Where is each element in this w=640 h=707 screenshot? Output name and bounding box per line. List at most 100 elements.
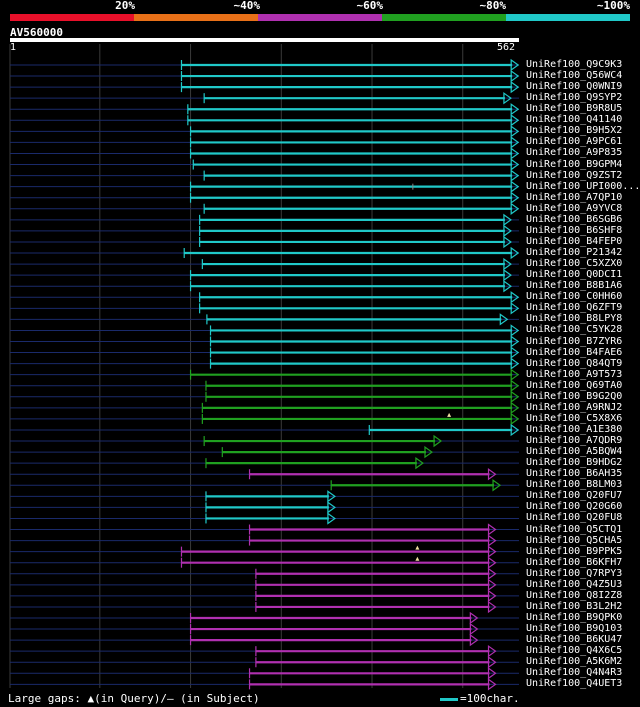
hit-arrowhead (415, 456, 424, 470)
hit-label[interactable]: UniRef100_C0HH60 (526, 291, 623, 303)
hit-arrowhead (487, 600, 497, 614)
hit-arrowhead (510, 379, 520, 392)
hit-label[interactable]: UniRef100_B6AH35 (526, 468, 623, 480)
legend-segment (134, 14, 258, 21)
hit-label[interactable]: UniRef100_B7ZYR6 (526, 335, 623, 347)
hit-label[interactable]: UniRef100_Q56WC4 (526, 70, 623, 82)
hit-label[interactable]: UniRef100_Q4Z5U3 (526, 578, 623, 590)
hit-label[interactable]: UniRef100_A5BQW4 (526, 446, 623, 458)
hit-arrowhead (510, 191, 520, 204)
hit-label[interactable]: UniRef100_Q9ZST2 (526, 169, 623, 181)
hit-label[interactable]: UniRef100_B6KU47 (526, 634, 623, 646)
hit-label[interactable]: UniRef100_B8B1A6 (526, 280, 623, 292)
hit-arrowhead (510, 423, 520, 437)
hit-arrowhead (487, 589, 497, 603)
legend-label: ~100% (596, 0, 630, 12)
hit-arrowhead (487, 534, 497, 547)
hit-label[interactable]: UniRef100_Q0WNI9 (526, 81, 623, 93)
hit-label[interactable]: UniRef100_B6KFH7 (526, 556, 623, 568)
hit-arrowhead (510, 346, 520, 359)
hit-arrowhead (487, 567, 497, 580)
hit-label[interactable]: UniRef100_Q20G60 (526, 501, 623, 513)
hit-label[interactable]: UniRef100_B9PPK5 (526, 545, 623, 557)
hit-label[interactable]: UniRef100_B3L2H2 (526, 600, 623, 612)
hit-label[interactable]: UniRef100_Q20FU7 (526, 490, 623, 502)
hit-label[interactable]: UniRef100_B4FAE6 (526, 346, 623, 358)
hit-label[interactable]: UniRef100_Q9SYP2 (526, 92, 623, 104)
hit-label[interactable]: UniRef100_Q9C9K3 (526, 59, 623, 70)
hit-label[interactable]: UniRef100_Q4N4R3 (526, 667, 623, 679)
hit-label[interactable]: UniRef100_Q41140 (526, 114, 623, 126)
hit-label[interactable]: UniRef100_A1E380 (526, 423, 623, 435)
query-gap-marker (415, 545, 420, 550)
hit-arrowhead (510, 147, 520, 160)
legend-segment (382, 14, 506, 21)
legend-segment (258, 14, 382, 21)
hit-label[interactable]: UniRef100_B9HDG2 (526, 457, 623, 469)
hit-arrowhead (503, 224, 512, 238)
hit-label[interactable]: UniRef100_B8LPY8 (526, 313, 623, 325)
query-end-label: 562 (497, 42, 516, 53)
hit-label[interactable]: UniRef100_Q4X6C5 (526, 645, 623, 657)
hit-arrowhead (510, 412, 520, 426)
scale-legend: =100char. (440, 692, 520, 705)
legend-label: ~40% (233, 0, 261, 12)
hit-arrowhead (510, 69, 520, 83)
hit-label[interactable]: UniRef100_B9H5X2 (526, 125, 623, 137)
hit-arrowhead (510, 302, 520, 315)
hit-arrowhead (327, 490, 336, 503)
hit-arrowhead (510, 202, 520, 215)
hit-label[interactable]: UniRef100_B9GPM4 (526, 158, 623, 170)
legend-segment (506, 14, 630, 21)
hit-arrowhead (503, 257, 512, 271)
hit-arrowhead (510, 103, 520, 116)
query-name: AV560000 (10, 26, 63, 39)
hit-label[interactable]: UniRef100_UPI000... (526, 180, 640, 192)
hit-label[interactable]: UniRef100_A9T573 (526, 368, 623, 380)
hit-label[interactable]: UniRef100_B4FEP0 (526, 235, 623, 247)
hit-arrowhead (327, 501, 336, 514)
hit-label[interactable]: UniRef100_A9P835 (526, 147, 623, 159)
hit-arrowhead (510, 357, 520, 370)
hit-label[interactable]: UniRef100_Q0DCI1 (526, 269, 623, 281)
hit-label[interactable]: UniRef100_B6SGB6 (526, 213, 623, 225)
hit-label[interactable]: UniRef100_B8LM03 (526, 479, 623, 491)
hit-label[interactable]: UniRef100_Q8I2Z8 (526, 589, 623, 601)
hit-arrowhead (469, 633, 479, 647)
hit-label[interactable]: UniRef100_Q84QT9 (526, 357, 623, 369)
scale-text: =100char. (460, 692, 520, 705)
hit-label[interactable]: UniRef100_A5K6M2 (526, 656, 623, 668)
hit-label[interactable]: UniRef100_A9PC61 (526, 136, 623, 148)
hit-label[interactable]: UniRef100_Q20FU8 (526, 512, 623, 524)
hit-arrowhead (503, 235, 512, 249)
hit-label[interactable]: UniRef100_B9R8U5 (526, 103, 623, 115)
hit-arrowhead (510, 114, 520, 127)
hit-label[interactable]: UniRef100_B9QPK0 (526, 612, 623, 623)
hit-label[interactable]: UniRef100_C5XZX0 (526, 258, 623, 270)
hit-arrowhead (469, 622, 479, 636)
hit-label[interactable]: UniRef100_A9YVC8 (526, 202, 623, 214)
hit-arrowhead (510, 180, 520, 193)
query-sequence-bar (10, 38, 519, 42)
hit-arrowhead (510, 80, 520, 94)
hit-label[interactable]: UniRef100_Q6ZFT9 (526, 302, 623, 314)
hit-label[interactable]: UniRef100_Q4UET3 (526, 678, 623, 690)
hit-arrowhead (510, 401, 520, 415)
hit-label[interactable]: UniRef100_A7QDR9 (526, 435, 623, 447)
hit-label[interactable]: UniRef100_B9G2Q0 (526, 390, 623, 402)
hit-label[interactable]: UniRef100_Q5CHA5 (526, 534, 623, 546)
hit-label[interactable]: UniRef100_A9RNJ2 (526, 401, 623, 413)
hit-label[interactable]: UniRef100_Q69TA0 (526, 379, 623, 391)
hit-arrowhead (510, 335, 520, 348)
hit-label[interactable]: UniRef100_A7QP10 (526, 191, 623, 203)
hit-label[interactable]: UniRef100_P21342 (526, 247, 623, 259)
hit-label[interactable]: UniRef100_B9Q103 (526, 623, 623, 635)
hit-arrowhead (487, 678, 497, 691)
hit-label[interactable]: UniRef100_C5X8X6 (526, 412, 623, 424)
hit-label[interactable]: UniRef100_B6SHF8 (526, 224, 623, 236)
hit-label[interactable]: UniRef100_Q7RPY3 (526, 567, 623, 579)
hit-label[interactable]: UniRef100_C5YK28 (526, 324, 623, 336)
hit-label[interactable]: UniRef100_Q5CTQ1 (526, 523, 623, 535)
hit-arrowhead (510, 390, 520, 403)
